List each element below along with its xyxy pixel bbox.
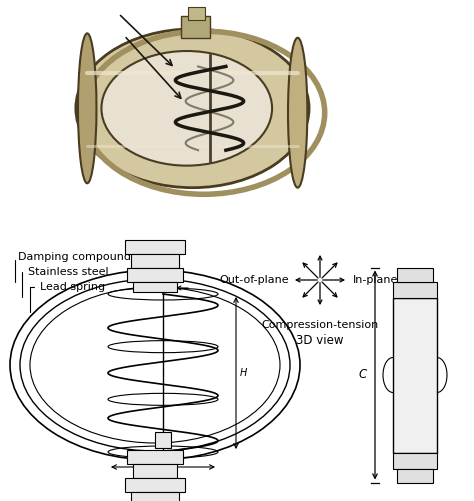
Bar (397, 468, 433, 482)
Text: D: D (165, 467, 173, 477)
Text: Out-of-plane: Out-of-plane (219, 275, 289, 285)
Bar (393, 282, 437, 298)
Ellipse shape (76, 29, 309, 188)
Text: Lead spring: Lead spring (30, 282, 105, 312)
Text: C: C (359, 369, 367, 381)
Bar (131, 492, 179, 501)
Bar (188, 7, 205, 20)
Text: 3D view: 3D view (296, 334, 344, 347)
Bar (127, 450, 183, 464)
Bar (133, 282, 177, 292)
Bar (393, 452, 437, 468)
Ellipse shape (288, 38, 307, 188)
Bar (127, 268, 183, 282)
Bar (131, 254, 179, 268)
Text: Stainless steel: Stainless steel (22, 267, 109, 297)
Ellipse shape (78, 34, 97, 183)
Bar (181, 16, 210, 38)
Bar (125, 240, 185, 254)
Bar (155, 432, 171, 448)
Text: Compression-tension: Compression-tension (261, 320, 379, 330)
Text: Damping compound: Damping compound (15, 252, 131, 282)
Text: φ: φ (164, 277, 171, 287)
Bar (133, 464, 177, 478)
Text: In-plane: In-plane (353, 275, 398, 285)
Bar (397, 268, 433, 282)
Bar (125, 478, 185, 492)
Bar (393, 298, 437, 452)
Ellipse shape (101, 51, 272, 166)
Text: H: H (240, 368, 247, 378)
